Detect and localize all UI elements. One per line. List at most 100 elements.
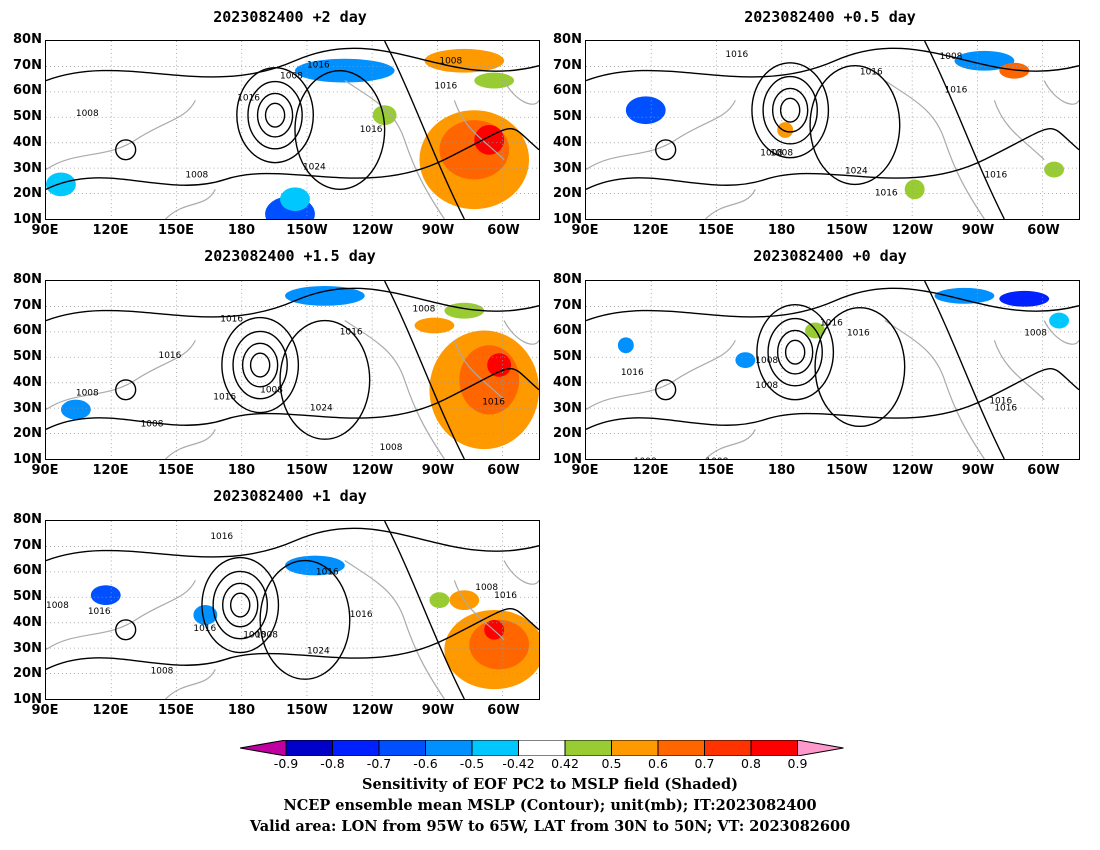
lon-tick-label: 60W [1027,463,1060,478]
sensitivity-shading [469,619,530,670]
lon-tick-label: 120E [92,223,129,238]
coastline [993,100,1045,161]
coastline [586,100,736,171]
caption-contour: NCEP ensemble mean MSLP (Contour); unit(… [283,797,817,814]
colorbar-label: 0.5 [601,756,622,771]
coastline [344,80,445,219]
coastline [705,429,756,459]
contour-label: 1008 [475,583,498,593]
contour-label: 1008 [76,389,99,399]
lon-tick-label: 120E [92,463,129,478]
contour-label: 1008 [760,149,783,159]
colorbar-label: -0.42 [502,756,535,771]
colorbar-segment [750,740,798,756]
lon-tick-label: 90E [31,703,59,718]
lon-tick-label: 90W [421,223,455,238]
lon-tick-label: 90E [31,223,59,238]
contour-label: 1008 [141,419,164,429]
coastline [884,320,985,459]
mslp-contour [655,379,677,401]
colorbar-label: -0.5 [459,756,485,771]
contour-label: 1016 [213,393,236,403]
lat-tick-label: 50N [13,349,42,365]
lon-tick-label: 60W [1027,223,1060,238]
lon-tick-label: 90E [571,463,599,478]
colorbar-label: 0.42 [551,756,579,771]
mslp-contour [201,556,280,654]
lat-tick-label: 40N [13,614,42,630]
sensitivity-shading [934,287,995,304]
contour-label: 1016 [875,188,898,198]
mslp-contour [264,102,286,128]
contour-label: 1024 [845,167,868,177]
lon-tick-label: 90W [961,463,995,478]
lat-tick-label: 40N [13,134,42,150]
sensitivity-shading [90,585,121,606]
coastline [1043,320,1079,345]
mslp-contour [655,139,677,161]
sensitivity-shading [60,399,91,420]
mslp-contour [771,87,809,133]
contour-label: 1008 [380,443,403,453]
sensitivity-shading [46,172,76,197]
mslp-contour [384,521,465,699]
contour-label: 1008 [413,305,436,315]
lat-tick-label: 30N [13,640,42,656]
lon-tick-label: 90W [961,223,995,238]
mslp-contour [115,379,137,401]
mslp-contour [46,47,539,82]
lon-tick-label: 150E [157,463,195,478]
lon-tick-label: 90W [421,703,455,718]
lon-tick-label: 90W [421,463,455,478]
colorbar-segment [240,740,287,756]
lat-tick-label: 30N [553,160,582,176]
lon-tick-label: 120W [351,223,394,238]
contour-label: 1016 [994,404,1017,414]
contour-label: 1008 [1024,328,1047,338]
lon-tick-label: 180 [767,463,796,478]
mslp-contour [249,352,271,378]
colorbar-segment [657,740,705,756]
lat-tick-label: 10N [553,452,582,467]
mslp-contour [294,69,386,191]
mslp-contour [259,559,351,680]
contour-label: 1016 [820,319,843,329]
contour-label: 1008 [706,457,729,459]
sensitivity-shading [999,62,1030,79]
contour-label: 1024 [303,163,326,173]
contour-label: 1008 [755,381,778,391]
sensitivity-shading [617,337,634,354]
coastline [46,100,196,171]
lon-tick-label: 120W [891,463,934,478]
lon-tick-label: 150W [286,703,328,718]
lat-tick-label: 80N [13,32,42,47]
contour-label: 1016 [860,68,883,78]
map-panel: 1016 1016 1008 1016 1016 1008 1024 1016 1008 1016… [45,520,540,700]
colorbar-segment [797,740,844,756]
panel-title: 2023082400 +1.5 day [204,247,376,265]
lon-tick-label: 180 [227,463,256,478]
contour-label: 1008 [243,631,266,641]
sensitivity-shading [193,605,218,625]
mslp-contour [809,65,901,186]
colorbar-label: 0.8 [741,756,761,771]
contour-label: 1016 [340,327,363,337]
mslp-contour [776,329,814,375]
colorbar-label: -0.8 [320,756,345,771]
contour-label: 1024 [307,647,330,657]
mslp-contour [586,367,1079,430]
sensitivity-shading [285,285,365,306]
mslp-contour [924,41,1005,219]
lat-tick-label: 30N [13,400,42,416]
sensitivity-shading [1044,161,1065,178]
map-panel: 1016101610161008100810161008101610081008 [585,280,1080,460]
lon-tick-label: 60W [487,703,520,718]
lat-tick-label: 70N [13,537,42,553]
contour-label: 1016 [621,368,644,378]
colorbar-segment [564,740,612,756]
coastline [884,80,985,219]
coastline [993,340,1045,401]
contour-label: 1008 [634,457,657,459]
coastline [453,580,505,641]
contour-label: 1016 [316,567,339,577]
